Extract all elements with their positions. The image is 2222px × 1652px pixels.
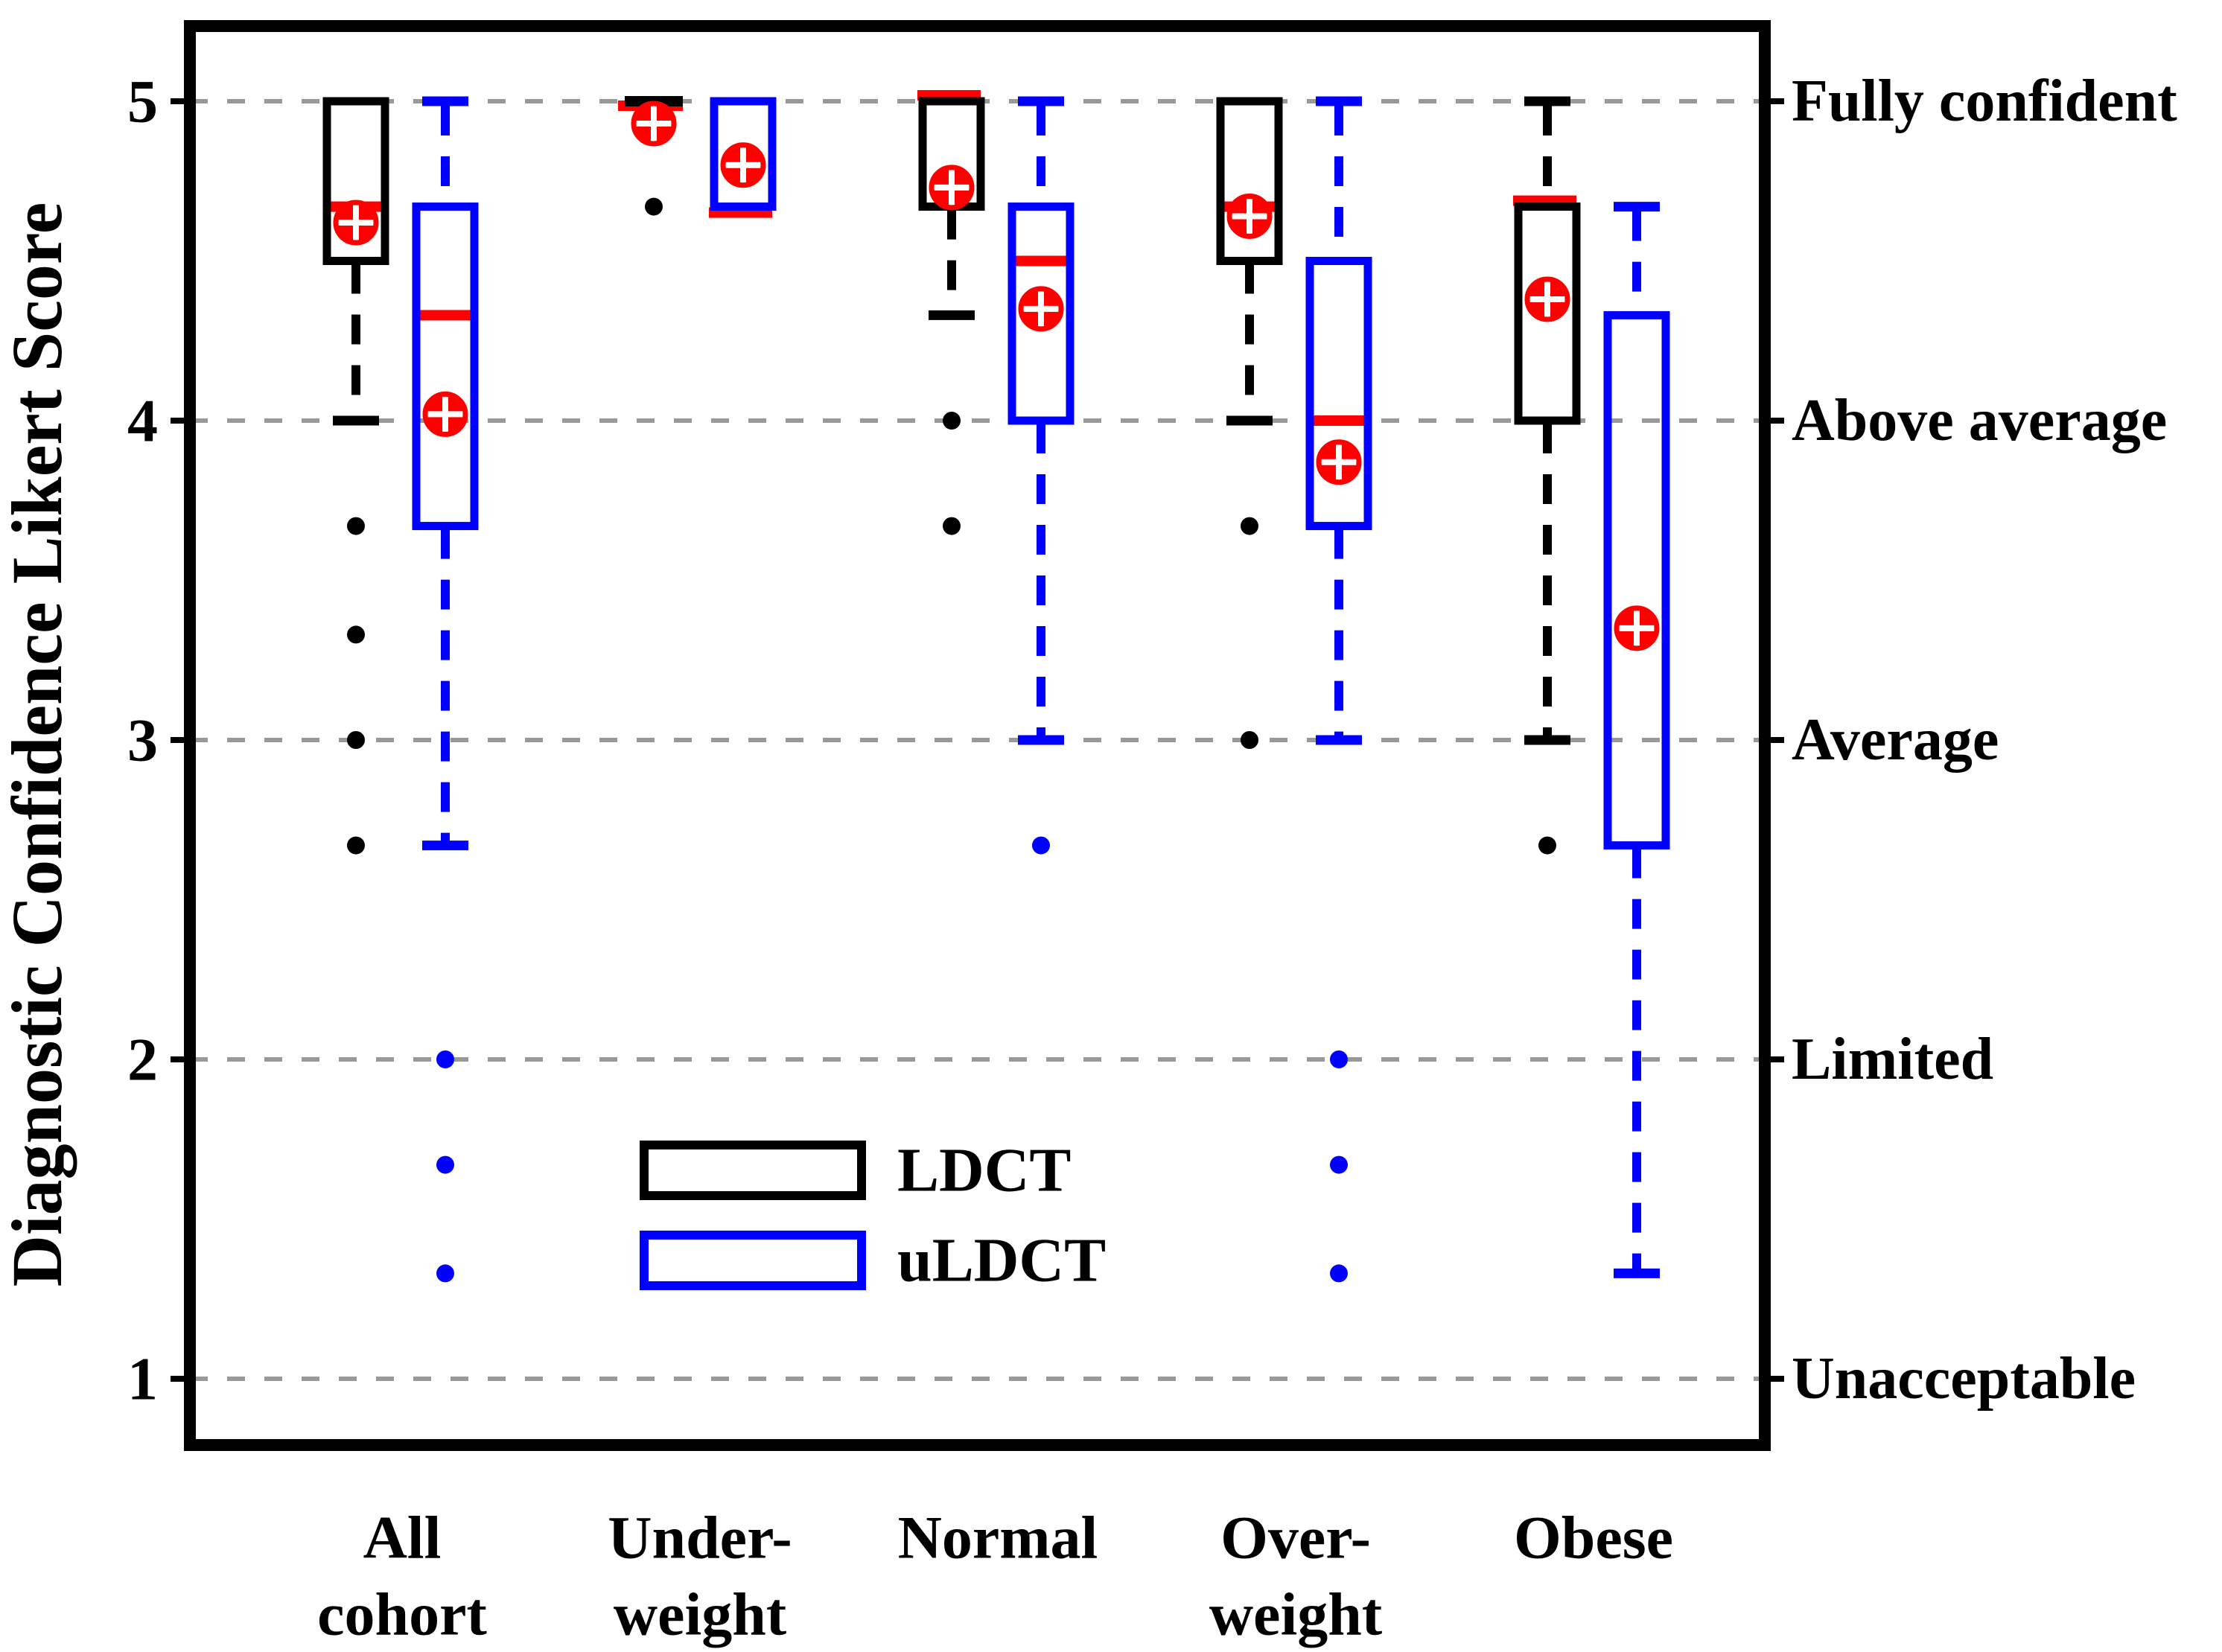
outlier-ldct-over-weight-1	[1241, 731, 1258, 749]
median-line-uldct-normal	[1012, 255, 1070, 267]
outlier-ldct-normal-0	[943, 412, 961, 430]
outlier-uldct-all-cohort-0	[436, 1050, 454, 1068]
box-group-ldct-over-weight	[1216, 97, 1283, 749]
mean-ring	[422, 391, 468, 437]
outlier-uldct-over-weight-1	[1330, 1155, 1348, 1174]
mean-marker-uldct-normal	[1018, 286, 1064, 332]
box-group-uldct-all-cohort	[412, 96, 479, 1283]
boxes-layer	[322, 90, 1670, 1283]
right-label-above-average: Above average	[1792, 388, 2167, 453]
outlier-uldct-all-cohort-1	[436, 1155, 454, 1174]
mean-ring	[1524, 276, 1570, 322]
y-tick-label-4: 4	[127, 387, 158, 455]
mean-ring	[333, 200, 379, 246]
right-label-limited: Limited	[1792, 1027, 1993, 1092]
x-label-under-weight-line2: weight	[614, 1581, 786, 1648]
x-label-normal-line1: Normal	[898, 1504, 1098, 1572]
plot-border	[184, 20, 1771, 1451]
mean-marker-ldct-normal	[929, 165, 975, 211]
mean-marker-ldct-under-weight	[631, 101, 677, 147]
legend-label-ldct: LDCT	[897, 1136, 1071, 1205]
outlier-ldct-obese-0	[1538, 836, 1556, 855]
x-label-over-weight-line2: weight	[1209, 1581, 1382, 1648]
right-label-average: Average	[1792, 707, 1999, 773]
outlier-ldct-over-weight-0	[1241, 517, 1258, 535]
legend-swatch-uldct	[640, 1231, 866, 1290]
axis-labels-layer: Diagnostic Confidence Likert Score 5 Full…	[0, 68, 2177, 1648]
outlier-ldct-under-weight-0	[645, 197, 663, 216]
mean-ring	[720, 142, 766, 188]
outlier-ldct-all-cohort-2	[347, 731, 365, 749]
mean-marker-uldct-under-weight	[720, 142, 766, 188]
box-group-uldct-under-weight	[709, 97, 777, 218]
y-tick-label-3: 3	[127, 707, 158, 774]
box-group-uldct-obese	[1603, 202, 1670, 1278]
box-group-uldct-normal	[1007, 96, 1075, 855]
box-ldct-all-cohort	[322, 97, 389, 265]
median-line-uldct-all-cohort	[416, 310, 474, 321]
box-group-ldct-all-cohort	[322, 97, 389, 855]
mean-ring	[1226, 193, 1273, 239]
box-uldct-obese	[1603, 310, 1670, 850]
y-axis-title: Diagnostic Confidence Likert Score	[0, 202, 77, 1287]
mean-marker-uldct-over-weight	[1316, 439, 1362, 485]
box-uldct-over-weight	[1305, 257, 1372, 531]
mean-marker-ldct-obese	[1524, 276, 1570, 322]
median-line-uldct-over-weight	[1310, 415, 1368, 426]
outlier-ldct-all-cohort-3	[347, 836, 365, 855]
mean-ring	[1614, 605, 1660, 651]
outlier-ldct-all-cohort-1	[347, 625, 365, 644]
mean-marker-ldct-all-cohort	[333, 200, 379, 246]
outlier-ldct-normal-1	[943, 517, 961, 535]
box-group-ldct-normal	[917, 90, 985, 535]
mean-marker-uldct-obese	[1614, 605, 1660, 651]
box-uldct-all-cohort	[412, 202, 479, 531]
right-label-fully-confident: Fully confident	[1792, 68, 2177, 134]
box-uldct-normal	[1007, 202, 1075, 425]
mean-marker-uldct-all-cohort	[422, 391, 468, 437]
mean-ring	[631, 101, 677, 147]
outlier-uldct-all-cohort-2	[436, 1264, 454, 1283]
mean-ring	[929, 165, 975, 211]
plot-border-rect	[184, 20, 1771, 1451]
legend-label-uldct: uLDCT	[897, 1226, 1106, 1295]
mean-ring	[1018, 286, 1064, 332]
box-group-ldct-obese	[1513, 96, 1581, 855]
outlier-ldct-all-cohort-0	[347, 517, 365, 535]
box-ldct-over-weight	[1216, 97, 1283, 265]
box-ldct-obese	[1514, 202, 1581, 425]
y-tick-label-1: 1	[127, 1345, 158, 1413]
x-label-under-weight-line1: Under-	[608, 1504, 792, 1572]
mean-marker-ldct-over-weight	[1226, 193, 1273, 239]
legend-swatch-ldct	[640, 1141, 866, 1200]
x-label-all-cohort-line1: All	[363, 1504, 442, 1572]
outlier-uldct-normal-0	[1032, 836, 1050, 855]
x-label-over-weight-line1: Over-	[1220, 1504, 1371, 1572]
mean-ring	[1316, 439, 1362, 485]
x-label-all-cohort-line2: cohort	[317, 1581, 487, 1648]
box-group-uldct-over-weight	[1305, 96, 1372, 1283]
x-label-obese-line1: Obese	[1514, 1504, 1673, 1572]
outlier-uldct-over-weight-2	[1330, 1264, 1348, 1283]
right-label-unacceptable: Unacceptable	[1792, 1346, 2136, 1412]
box-uldct-under-weight	[710, 97, 777, 211]
box-group-ldct-under-weight	[618, 96, 683, 216]
legend: LDCT uLDCT	[640, 1136, 1106, 1295]
y-tick-label-2: 2	[127, 1026, 158, 1094]
outlier-uldct-over-weight-0	[1330, 1050, 1348, 1068]
y-tick-label-5: 5	[127, 68, 158, 135]
